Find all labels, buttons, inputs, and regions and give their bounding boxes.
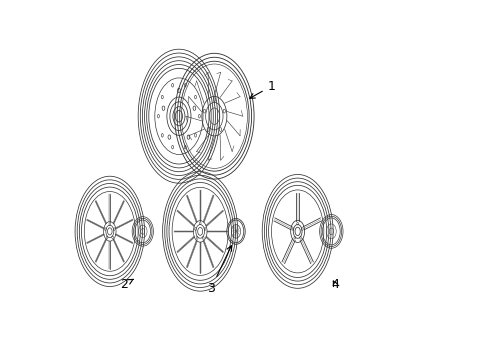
Text: 4: 4 <box>331 278 339 291</box>
Text: 1: 1 <box>249 80 275 98</box>
Text: 3: 3 <box>207 246 231 294</box>
Text: 2: 2 <box>120 278 133 291</box>
